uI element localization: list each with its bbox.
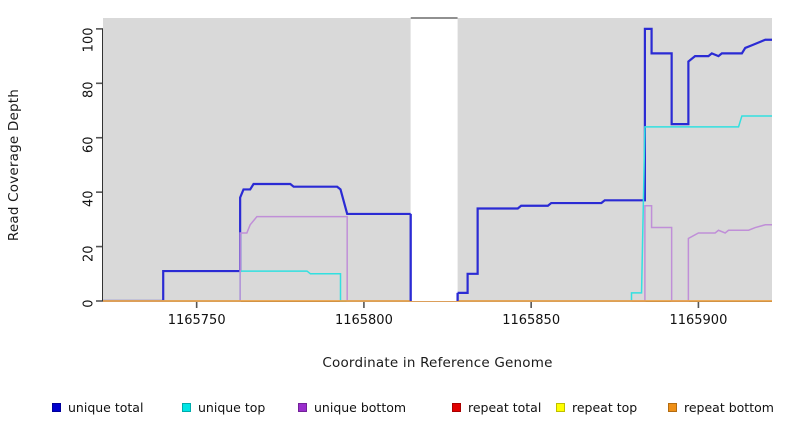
x-tick-label: 1165900: [669, 313, 728, 328]
legend-item[interactable]: unique total: [52, 396, 143, 418]
plot-panel-left: [103, 18, 411, 301]
legend-swatch-icon: [52, 402, 61, 412]
y-tick-label: 0: [81, 299, 97, 308]
legend-label: repeat top: [572, 399, 638, 415]
plot-panel-right: [457, 18, 772, 301]
legend-swatch-icon: [556, 402, 565, 412]
legend-item[interactable]: unique top: [182, 396, 265, 418]
legend-label: unique top: [198, 399, 266, 415]
legend-swatch-icon: [668, 402, 677, 412]
legend-swatch-icon: [298, 402, 307, 412]
legend-swatch-icon: [452, 402, 461, 412]
y-tick-label: 40: [81, 190, 97, 208]
legend-swatch-icon: [182, 402, 191, 412]
y-tick-label: 100: [81, 27, 97, 53]
legend-item[interactable]: repeat bottom: [668, 396, 774, 418]
legend-label: repeat bottom: [684, 399, 774, 415]
series-line-unique-total: [103, 27, 772, 302]
y-tick-label: 60: [81, 136, 97, 153]
legend-item[interactable]: repeat total: [452, 396, 541, 418]
legend-label: unique bottom: [314, 399, 407, 415]
legend-item[interactable]: repeat top: [556, 396, 637, 418]
y-axis-title: Read Coverage Depth: [6, 88, 22, 242]
x-tick-label: 1165800: [334, 313, 393, 328]
series-line-unique-bottom: [103, 205, 772, 302]
legend-item[interactable]: unique bottom: [298, 396, 406, 418]
x-tick-label: 1165850: [502, 313, 561, 328]
x-axis-title: Coordinate in Reference Genome: [322, 355, 553, 371]
chart-legend: unique total unique top unique bottom repea…: [0, 396, 792, 418]
y-tick-label: 80: [81, 81, 97, 99]
legend-label: unique total: [68, 399, 144, 415]
no-data-gap: [410, 19, 458, 301]
gap-boundary-lines: [409, 213, 459, 301]
y-tick-label: 20: [81, 245, 97, 262]
legend-label: repeat total: [468, 399, 542, 415]
x-tick-label: 1165750: [167, 313, 226, 328]
